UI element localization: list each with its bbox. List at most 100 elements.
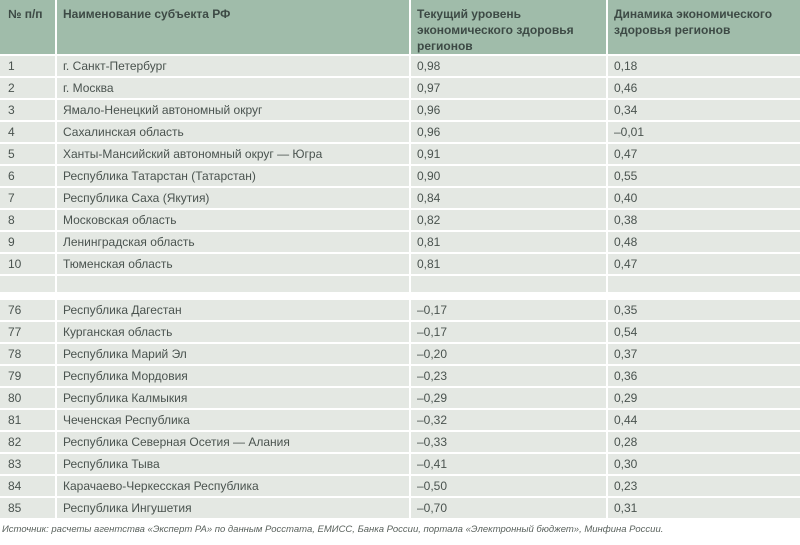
cell-region-name: Ленинградская область [57, 232, 411, 255]
table-row: 1 г. Санкт-Петербург 0,98 0,18 [0, 56, 800, 79]
cell-rank: 78 [0, 344, 57, 367]
cell-current-level: 0,96 [411, 122, 608, 145]
cell-dynamics: 0,54 [608, 322, 800, 345]
cell-rank: 85 [0, 498, 57, 521]
cell-rank: 82 [0, 432, 57, 455]
cell-rank: 4 [0, 122, 57, 145]
cell-dynamics: 0,47 [608, 254, 800, 277]
cell-dynamics: 0,18 [608, 56, 800, 79]
table-row: 81 Чеченская Республика –0,32 0,44 [0, 410, 800, 433]
cell-region-name: Республика Мордовия [57, 366, 411, 389]
table-row: 3 Ямало-Ненецкий автономный округ 0,96 0,34 [0, 100, 800, 123]
cell-dynamics: 0,23 [608, 476, 800, 499]
cell-current-level: –0,29 [411, 388, 608, 411]
cell-rank: 1 [0, 56, 57, 79]
cell-region-name: Республика Саха (Якутия) [57, 188, 411, 211]
cell-current-level: 0,82 [411, 210, 608, 233]
cell-region-name: Московская область [57, 210, 411, 233]
cell-region-name: Сахалинская область [57, 122, 411, 145]
table-row: 79 Республика Мордовия –0,23 0,36 [0, 366, 800, 389]
table-row: 5 Ханты-Мансийский автономный округ — Югр… [0, 144, 800, 167]
table-row: 10 Тюменская область 0,81 0,47 [0, 254, 800, 277]
cell-current-level: –0,17 [411, 322, 608, 345]
cell-dynamics: 0,29 [608, 388, 800, 411]
cell-current-level: –0,17 [411, 300, 608, 323]
header-current-level: Текущий уровень экономического здоровья … [411, 0, 608, 57]
white-gap-row [0, 294, 800, 301]
cell-rank: 10 [0, 254, 57, 277]
table-row: 80 Республика Калмыкия –0,29 0,29 [0, 388, 800, 411]
cell-region-name: Республика Северная Осетия — Алания [57, 432, 411, 455]
cell-rank: 3 [0, 100, 57, 123]
cell-current-level: 0,84 [411, 188, 608, 211]
cell-region-name: Курганская область [57, 322, 411, 345]
header-row: № п/п Наименование субъекта РФ Текущий у… [0, 0, 800, 57]
table-row: 76 Республика Дагестан –0,17 0,35 [0, 300, 800, 323]
cell-region-name: Ханты-Мансийский автономный округ — Югра [57, 144, 411, 167]
cell-rank: 8 [0, 210, 57, 233]
table-row: 6 Республика Татарстан (Татарстан) 0,90 0,5… [0, 166, 800, 189]
cell-current-level: 0,90 [411, 166, 608, 189]
header-dynamics: Динамика экономического здоровья регионо… [608, 0, 800, 57]
cell-current-level: –0,20 [411, 344, 608, 367]
cell-region-name: Республика Татарстан (Татарстан) [57, 166, 411, 189]
cell-rank: 84 [0, 476, 57, 499]
table-row: 78 Республика Марий Эл –0,20 0,37 [0, 344, 800, 367]
cell-dynamics: 0,37 [608, 344, 800, 367]
cell-region-name: Чеченская Республика [57, 410, 411, 433]
header-number: № п/п [0, 0, 57, 57]
source-note: Источник: расчеты агентства «Эксперт РА»… [2, 524, 664, 536]
cell-current-level: –0,32 [411, 410, 608, 433]
cell-region-name: Республика Тыва [57, 454, 411, 477]
cell-dynamics: 0,55 [608, 166, 800, 189]
cell-region-name: Республика Ингушетия [57, 498, 411, 521]
cell-current-level: –0,33 [411, 432, 608, 455]
cell-rank: 9 [0, 232, 57, 255]
table-row: 9 Ленинградская область 0,81 0,48 [0, 232, 800, 255]
cell-current-level: 0,81 [411, 232, 608, 255]
table-row: 84 Карачаево-Черкесская Республика –0,50 0,… [0, 476, 800, 499]
table-row: 2 г. Москва 0,97 0,46 [0, 78, 800, 101]
table-row: 4 Сахалинская область 0,96 –0,01 [0, 122, 800, 145]
bottom-10-rows: 76 Республика Дагестан –0,17 0,35 77 Курганск… [0, 300, 800, 521]
table-row: 7 Республика Саха (Якутия) 0,84 0,40 [0, 188, 800, 211]
cell-rank: 77 [0, 322, 57, 345]
header-region-name: Наименование субъекта РФ [57, 0, 411, 57]
cell-dynamics: 0,40 [608, 188, 800, 211]
table-row: 83 Республика Тыва –0,41 0,30 [0, 454, 800, 477]
cell-dynamics: 0,31 [608, 498, 800, 521]
cell-rank: 6 [0, 166, 57, 189]
cell-dynamics: –0,01 [608, 122, 800, 145]
table-row: 77 Курганская область –0,17 0,54 [0, 322, 800, 345]
cell-region-name: г. Санкт-Петербург [57, 56, 411, 79]
table-header: № п/п Наименование субъекта РФ Текущий у… [0, 0, 800, 57]
cell-rank: 7 [0, 188, 57, 211]
cell-dynamics: 0,36 [608, 366, 800, 389]
cell-dynamics: 0,46 [608, 78, 800, 101]
top-10-rows: 1 г. Санкт-Петербург 0,98 0,18 2 г. Москва 0,9… [0, 56, 800, 277]
cell-rank: 76 [0, 300, 57, 323]
cell-current-level: –0,23 [411, 366, 608, 389]
spacer-row [0, 276, 800, 295]
table-row: 82 Республика Северная Осетия — Алания –0,… [0, 432, 800, 455]
cell-current-level: 0,96 [411, 100, 608, 123]
cell-current-level: 0,91 [411, 144, 608, 167]
cell-current-level: 0,97 [411, 78, 608, 101]
cell-dynamics: 0,48 [608, 232, 800, 255]
cell-region-name: Карачаево-Черкесская Республика [57, 476, 411, 499]
cell-current-level: 0,81 [411, 254, 608, 277]
cell-dynamics: 0,44 [608, 410, 800, 433]
cell-dynamics: 0,35 [608, 300, 800, 323]
cell-dynamics: 0,38 [608, 210, 800, 233]
cell-current-level: –0,50 [411, 476, 608, 499]
cell-region-name: г. Москва [57, 78, 411, 101]
cell-rank: 2 [0, 78, 57, 101]
cell-rank: 79 [0, 366, 57, 389]
cell-region-name: Республика Дагестан [57, 300, 411, 323]
cell-rank: 83 [0, 454, 57, 477]
cell-rank: 81 [0, 410, 57, 433]
cell-current-level: –0,41 [411, 454, 608, 477]
cell-region-name: Республика Марий Эл [57, 344, 411, 367]
rank-gap-spacer [0, 276, 800, 301]
